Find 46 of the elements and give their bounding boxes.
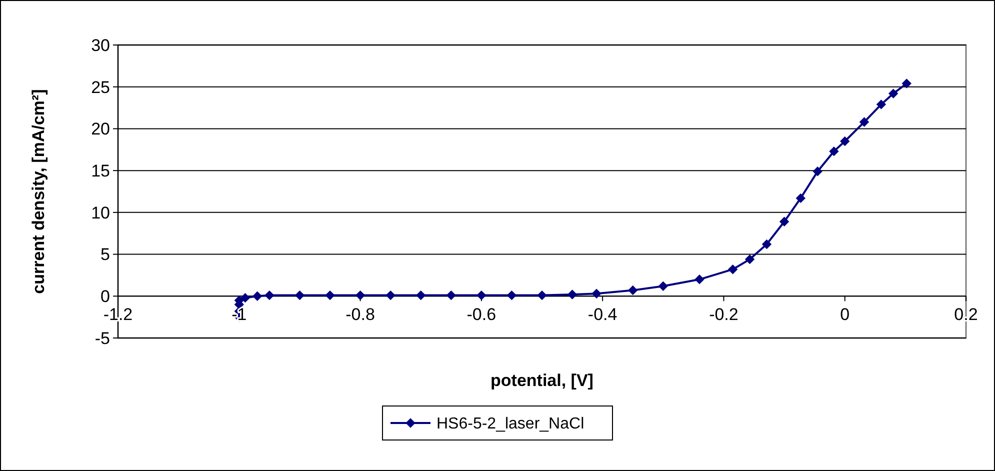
y-tick-label: 0 — [100, 287, 110, 306]
point — [840, 136, 850, 146]
point — [264, 290, 274, 300]
legend-label: HS6-5-2_laser_NaCl — [436, 416, 584, 433]
point — [694, 274, 704, 284]
point — [762, 239, 772, 250]
point — [592, 288, 602, 298]
x-axis-title: potential, [V] — [490, 371, 594, 390]
point — [506, 290, 517, 300]
point — [876, 100, 886, 110]
point — [240, 292, 250, 303]
point — [902, 78, 912, 88]
point — [728, 264, 738, 274]
x-tick-label: 0.2 — [954, 305, 978, 324]
x-tick-label: -0.8 — [346, 305, 375, 324]
point — [476, 290, 486, 300]
point — [829, 146, 839, 156]
y-tick-label: 20 — [91, 120, 110, 139]
point — [252, 291, 262, 301]
point — [416, 290, 426, 300]
x-tick-label: -0.4 — [588, 305, 618, 324]
y-tick-label: -5 — [94, 328, 110, 348]
point — [744, 254, 755, 264]
point — [355, 290, 366, 300]
point — [537, 290, 547, 300]
y-tick-label: 30 — [91, 36, 110, 55]
point — [567, 290, 578, 300]
y-tick-label: 5 — [100, 245, 110, 264]
point — [386, 290, 396, 300]
point — [325, 290, 335, 300]
point — [628, 285, 638, 296]
point — [796, 193, 806, 204]
y-tick-label: 10 — [91, 203, 110, 222]
point — [779, 216, 790, 226]
point — [446, 290, 456, 300]
point — [658, 281, 668, 291]
x-tick-label: -0.2 — [709, 305, 738, 324]
x-tick-label: -0.6 — [466, 305, 496, 324]
x-tick-label: 0 — [840, 305, 850, 324]
y-tick-label: 25 — [91, 78, 110, 97]
y-axis-title: current density, [mA/cm²] — [29, 89, 48, 294]
point — [812, 166, 822, 176]
point — [859, 117, 870, 127]
y-tick-label: 15 — [91, 162, 110, 181]
point — [888, 88, 898, 98]
point — [294, 290, 305, 300]
